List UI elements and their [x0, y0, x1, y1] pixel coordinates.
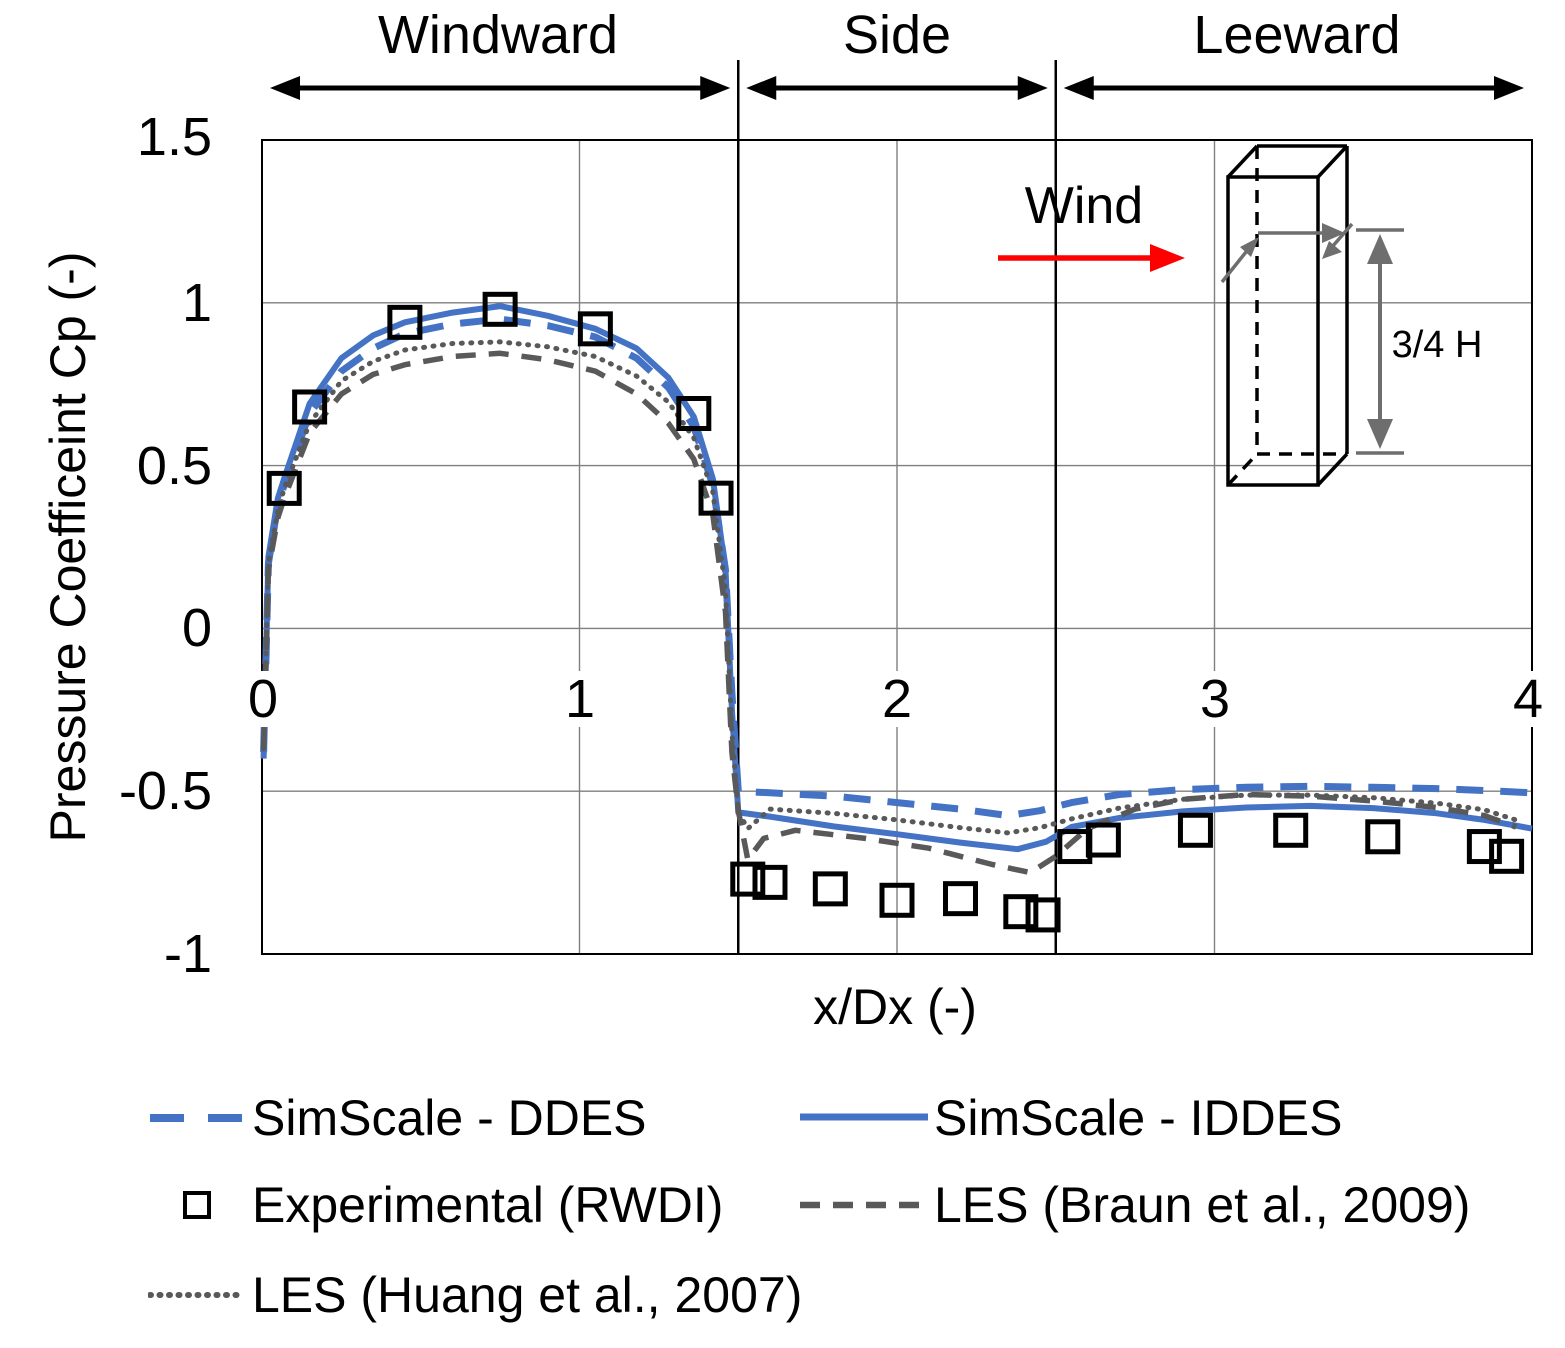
experimental-point-marker: [1025, 897, 1061, 933]
region-label-windward: Windward: [377, 5, 619, 65]
experimental-point-marker: [1273, 812, 1309, 848]
region-extent-arrows: [270, 76, 1524, 100]
experimental-point-marker: [1365, 819, 1401, 855]
legend-label-ddes: SimScale - DDES: [252, 1090, 647, 1146]
region-label-leeward: Leeward: [1193, 5, 1401, 65]
y-axis-title: Pressure Coefficeint Cp (-): [40, 251, 96, 843]
series-les-huang: [261, 339, 1525, 836]
experimental-point-marker: [1466, 829, 1502, 865]
y-tick-m0_5: -0.5: [118, 761, 212, 821]
y-tick-0: 0: [181, 598, 212, 658]
x-tick-4: 4: [1504, 671, 1552, 727]
y-tick-0_5: 0.5: [136, 436, 212, 496]
legend-sample-experimental-square-marker: [183, 1191, 211, 1219]
experimental-point-marker: [1489, 838, 1525, 874]
experimental-point-marker: [698, 480, 734, 516]
wind-label: Wind: [1024, 177, 1144, 235]
legend-label-experimental: Experimental (RWDI): [252, 1177, 724, 1233]
dimension-label: 3/4 H: [1391, 324, 1483, 366]
experimental-point-marker: [1085, 822, 1121, 858]
experimental-point-marker: [266, 470, 302, 506]
experimental-point-marker: [577, 311, 613, 347]
dimension-indicator: [1356, 228, 1404, 455]
series-simscale-iddes: [260, 303, 1533, 853]
experimental-point-marker: [730, 861, 766, 897]
x-tick-2: 2: [873, 671, 921, 727]
x-tick-3: 3: [1191, 671, 1239, 727]
legend-label-les-braun: LES (Braun et al., 2009): [934, 1177, 1471, 1233]
x-axis-title: x/Dx (-): [813, 979, 977, 1035]
x-tick-1: 1: [556, 671, 604, 727]
legend-sample-ddes-dashed-line: [150, 1114, 242, 1122]
plot-border: [261, 139, 1533, 955]
building-inset: [1220, 144, 1354, 487]
gridlines: [262, 140, 1532, 954]
y-tick-m1: -1: [163, 924, 212, 984]
experimental-markers: [266, 291, 1525, 933]
series-simscale-ddes: [260, 315, 1533, 820]
experimental-point-marker: [943, 881, 978, 917]
experimental-point-marker: [482, 291, 518, 327]
legend-sample-iddes-solid-line: [800, 1113, 928, 1121]
wind-arrow: [998, 244, 1185, 272]
y-tick-1_5: 1.5: [136, 107, 212, 167]
legend-label-iddes: SimScale - IDDES: [934, 1090, 1343, 1146]
experimental-point-marker: [879, 882, 915, 918]
experimental-point-marker: [1177, 812, 1213, 848]
x-tick-0: 0: [239, 671, 287, 727]
experimental-point-marker: [292, 389, 328, 425]
legend-sample-les-braun-dashed-line: [800, 1201, 928, 1209]
experimental-point-marker: [387, 304, 423, 340]
experimental-point-marker: [812, 871, 848, 907]
y-tick-1: 1: [181, 273, 212, 333]
experimental-point-marker: [752, 864, 788, 900]
experimental-point-marker: [1003, 894, 1039, 930]
experimental-point-marker: [676, 396, 712, 432]
legend-label-les-huang: LES (Huang et al., 2007): [252, 1267, 803, 1323]
legend-sample-les-huang-dotted-line: [148, 1292, 240, 1298]
region-label-side: Side: [842, 5, 952, 65]
